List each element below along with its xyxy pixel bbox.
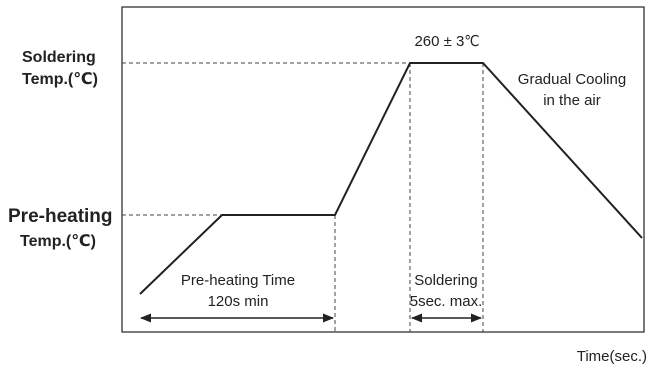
peak-temp-label: 260 ± 3℃: [414, 33, 479, 50]
preheat-time-label-line2: 120s min: [208, 293, 269, 310]
cooling-label-line1: Gradual Cooling: [518, 71, 626, 88]
plot-frame: [121, 6, 645, 333]
x-axis-label: Time(sec.): [577, 348, 647, 365]
soldering-time-label-line2: 5sec. max.: [410, 293, 483, 310]
preheat-time-label-line1: Pre-heating Time: [181, 272, 295, 289]
cooling-label-line2: in the air: [543, 92, 601, 109]
temperature-profile-line: [139, 62, 643, 295]
preheating-temp-label-line1: Pre-heating: [8, 206, 113, 227]
preheating-temp-label-line2: Temp.(℃): [20, 233, 96, 250]
soldering-temp-label-line2: Temp.(℃): [22, 71, 98, 88]
soldering-temp-label-line1: Soldering: [22, 49, 96, 66]
soldering-time-label-line1: Soldering: [414, 272, 477, 289]
